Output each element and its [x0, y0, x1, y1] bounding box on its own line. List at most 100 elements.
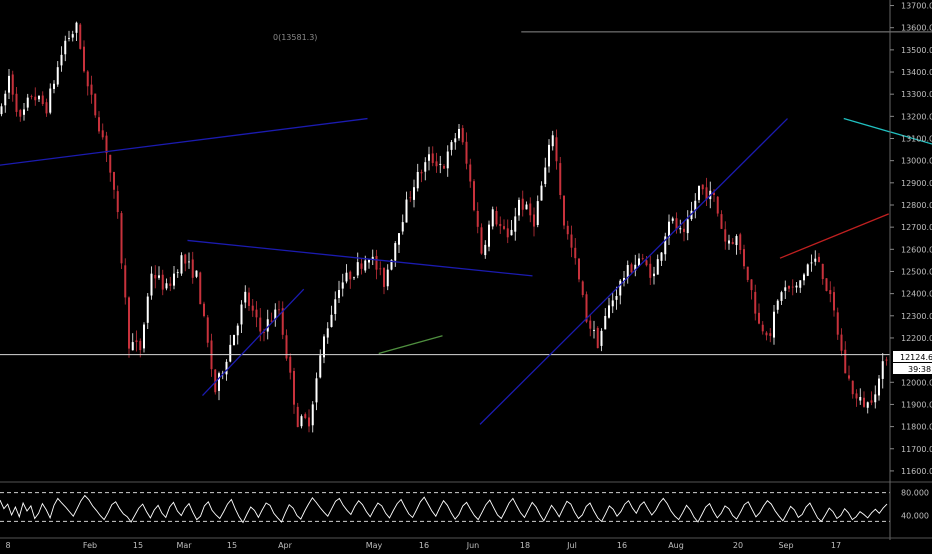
candle-body: [274, 309, 277, 320]
candle-body: [525, 204, 528, 210]
candle-body: [30, 96, 33, 97]
price-tick-label: 11700.0: [901, 445, 932, 454]
price-badge: 12124.6: [900, 353, 932, 362]
trend-line[interactable]: [843, 117, 932, 252]
price-tick-label: 13000.0: [901, 157, 932, 166]
candle-body: [585, 294, 588, 322]
trend-line[interactable]: [479, 118, 788, 425]
candle-body: [79, 24, 82, 49]
candle-body: [476, 210, 479, 227]
candle-body: [469, 164, 472, 182]
trend-line[interactable]: [779, 213, 889, 259]
candle-body: [405, 199, 408, 223]
candle-body: [293, 371, 295, 405]
candle-body: [229, 344, 232, 362]
trend-line[interactable]: [378, 335, 443, 355]
trend-line[interactable]: [202, 288, 305, 397]
candle-body: [596, 327, 599, 349]
candle-body: [180, 255, 183, 274]
candle-body: [810, 262, 813, 264]
candle-body: [791, 286, 794, 288]
candle-body: [75, 22, 78, 33]
candle-body: [218, 373, 220, 391]
candle-body: [675, 218, 678, 230]
candle-body: [503, 226, 505, 229]
price-tick-label: 12700.0: [901, 223, 932, 232]
rsi-tick-label: 80.000: [901, 489, 929, 498]
candle-body: [814, 258, 817, 262]
price-tick-label: 13200.0: [901, 112, 932, 121]
candle-body: [825, 278, 828, 291]
price-plot-area: [0, 21, 888, 433]
candle-body: [15, 93, 18, 112]
candle-body: [386, 269, 389, 287]
candle-body: [270, 320, 273, 322]
candle-body: [244, 291, 247, 303]
candle-body: [375, 255, 378, 270]
candle-body: [379, 268, 382, 270]
price-tick-label: 11900.0: [901, 400, 932, 409]
candle-body: [821, 263, 824, 280]
time-axis: 8 Feb 15 Mar 15 Apr May 16 Jun 18 Jul 16 Aug 20 Sep 17: [0, 537, 932, 550]
time-tick-label: Aug: [668, 541, 684, 550]
candle-body: [109, 154, 112, 173]
candle-body: [634, 264, 637, 271]
candle-body: [799, 280, 802, 288]
candle-body: [758, 312, 760, 324]
candle-body: [360, 263, 363, 269]
candle-body: [458, 128, 460, 139]
candle-body: [53, 83, 55, 89]
candle-body: [716, 196, 719, 214]
candle-body: [653, 273, 655, 277]
candle-body: [139, 340, 142, 351]
candle-body: [353, 277, 355, 279]
candle-body: [566, 225, 569, 235]
trend-line[interactable]: [0, 117, 368, 166]
candle-body: [0, 106, 3, 115]
candle-body: [308, 417, 310, 427]
candle-body: [443, 165, 445, 169]
candle-body: [454, 138, 457, 143]
candle-body: [641, 258, 644, 260]
candle-body: [686, 219, 689, 234]
price-tick-label: 12200.0: [901, 334, 932, 343]
candle-body: [38, 95, 40, 100]
candle-body: [184, 254, 187, 264]
fib-level-label[interactable]: 0(13581.3): [273, 33, 317, 42]
candle-body: [878, 378, 880, 396]
trend-line[interactable]: [187, 239, 533, 277]
candle-body: [623, 277, 625, 283]
price-axis: 13700.0 13600.0 13500.0 13400.0 13300.0 13200…: [889, 0, 932, 540]
candle-body: [859, 397, 862, 401]
candle-body: [536, 201, 539, 226]
price-tick-label: 13100.0: [901, 135, 932, 144]
candle-body: [240, 304, 243, 325]
candle-body: [885, 359, 888, 361]
candle-body: [510, 229, 513, 236]
candle-body: [116, 191, 119, 213]
candle-body: [383, 267, 385, 287]
candle-body: [311, 404, 314, 426]
candle-body: [420, 172, 423, 174]
candle-body: [315, 378, 318, 403]
candle-body: [664, 236, 667, 255]
candle-body: [450, 142, 453, 150]
candle-body: [773, 311, 775, 338]
candle-body: [881, 361, 884, 379]
candle-body: [870, 400, 873, 403]
candle-body: [713, 192, 715, 195]
candle-body: [705, 187, 708, 200]
candle-body: [649, 263, 652, 278]
candle-body: [563, 195, 565, 226]
candle-body: [135, 340, 138, 343]
candle-body: [296, 406, 299, 428]
candle-body: [188, 261, 190, 263]
candle-body: [574, 247, 577, 259]
candle-body: [330, 314, 333, 327]
candle-body: [551, 135, 554, 147]
candle-body: [484, 244, 487, 256]
candle-body: [570, 234, 573, 248]
candle-body: [233, 334, 235, 346]
